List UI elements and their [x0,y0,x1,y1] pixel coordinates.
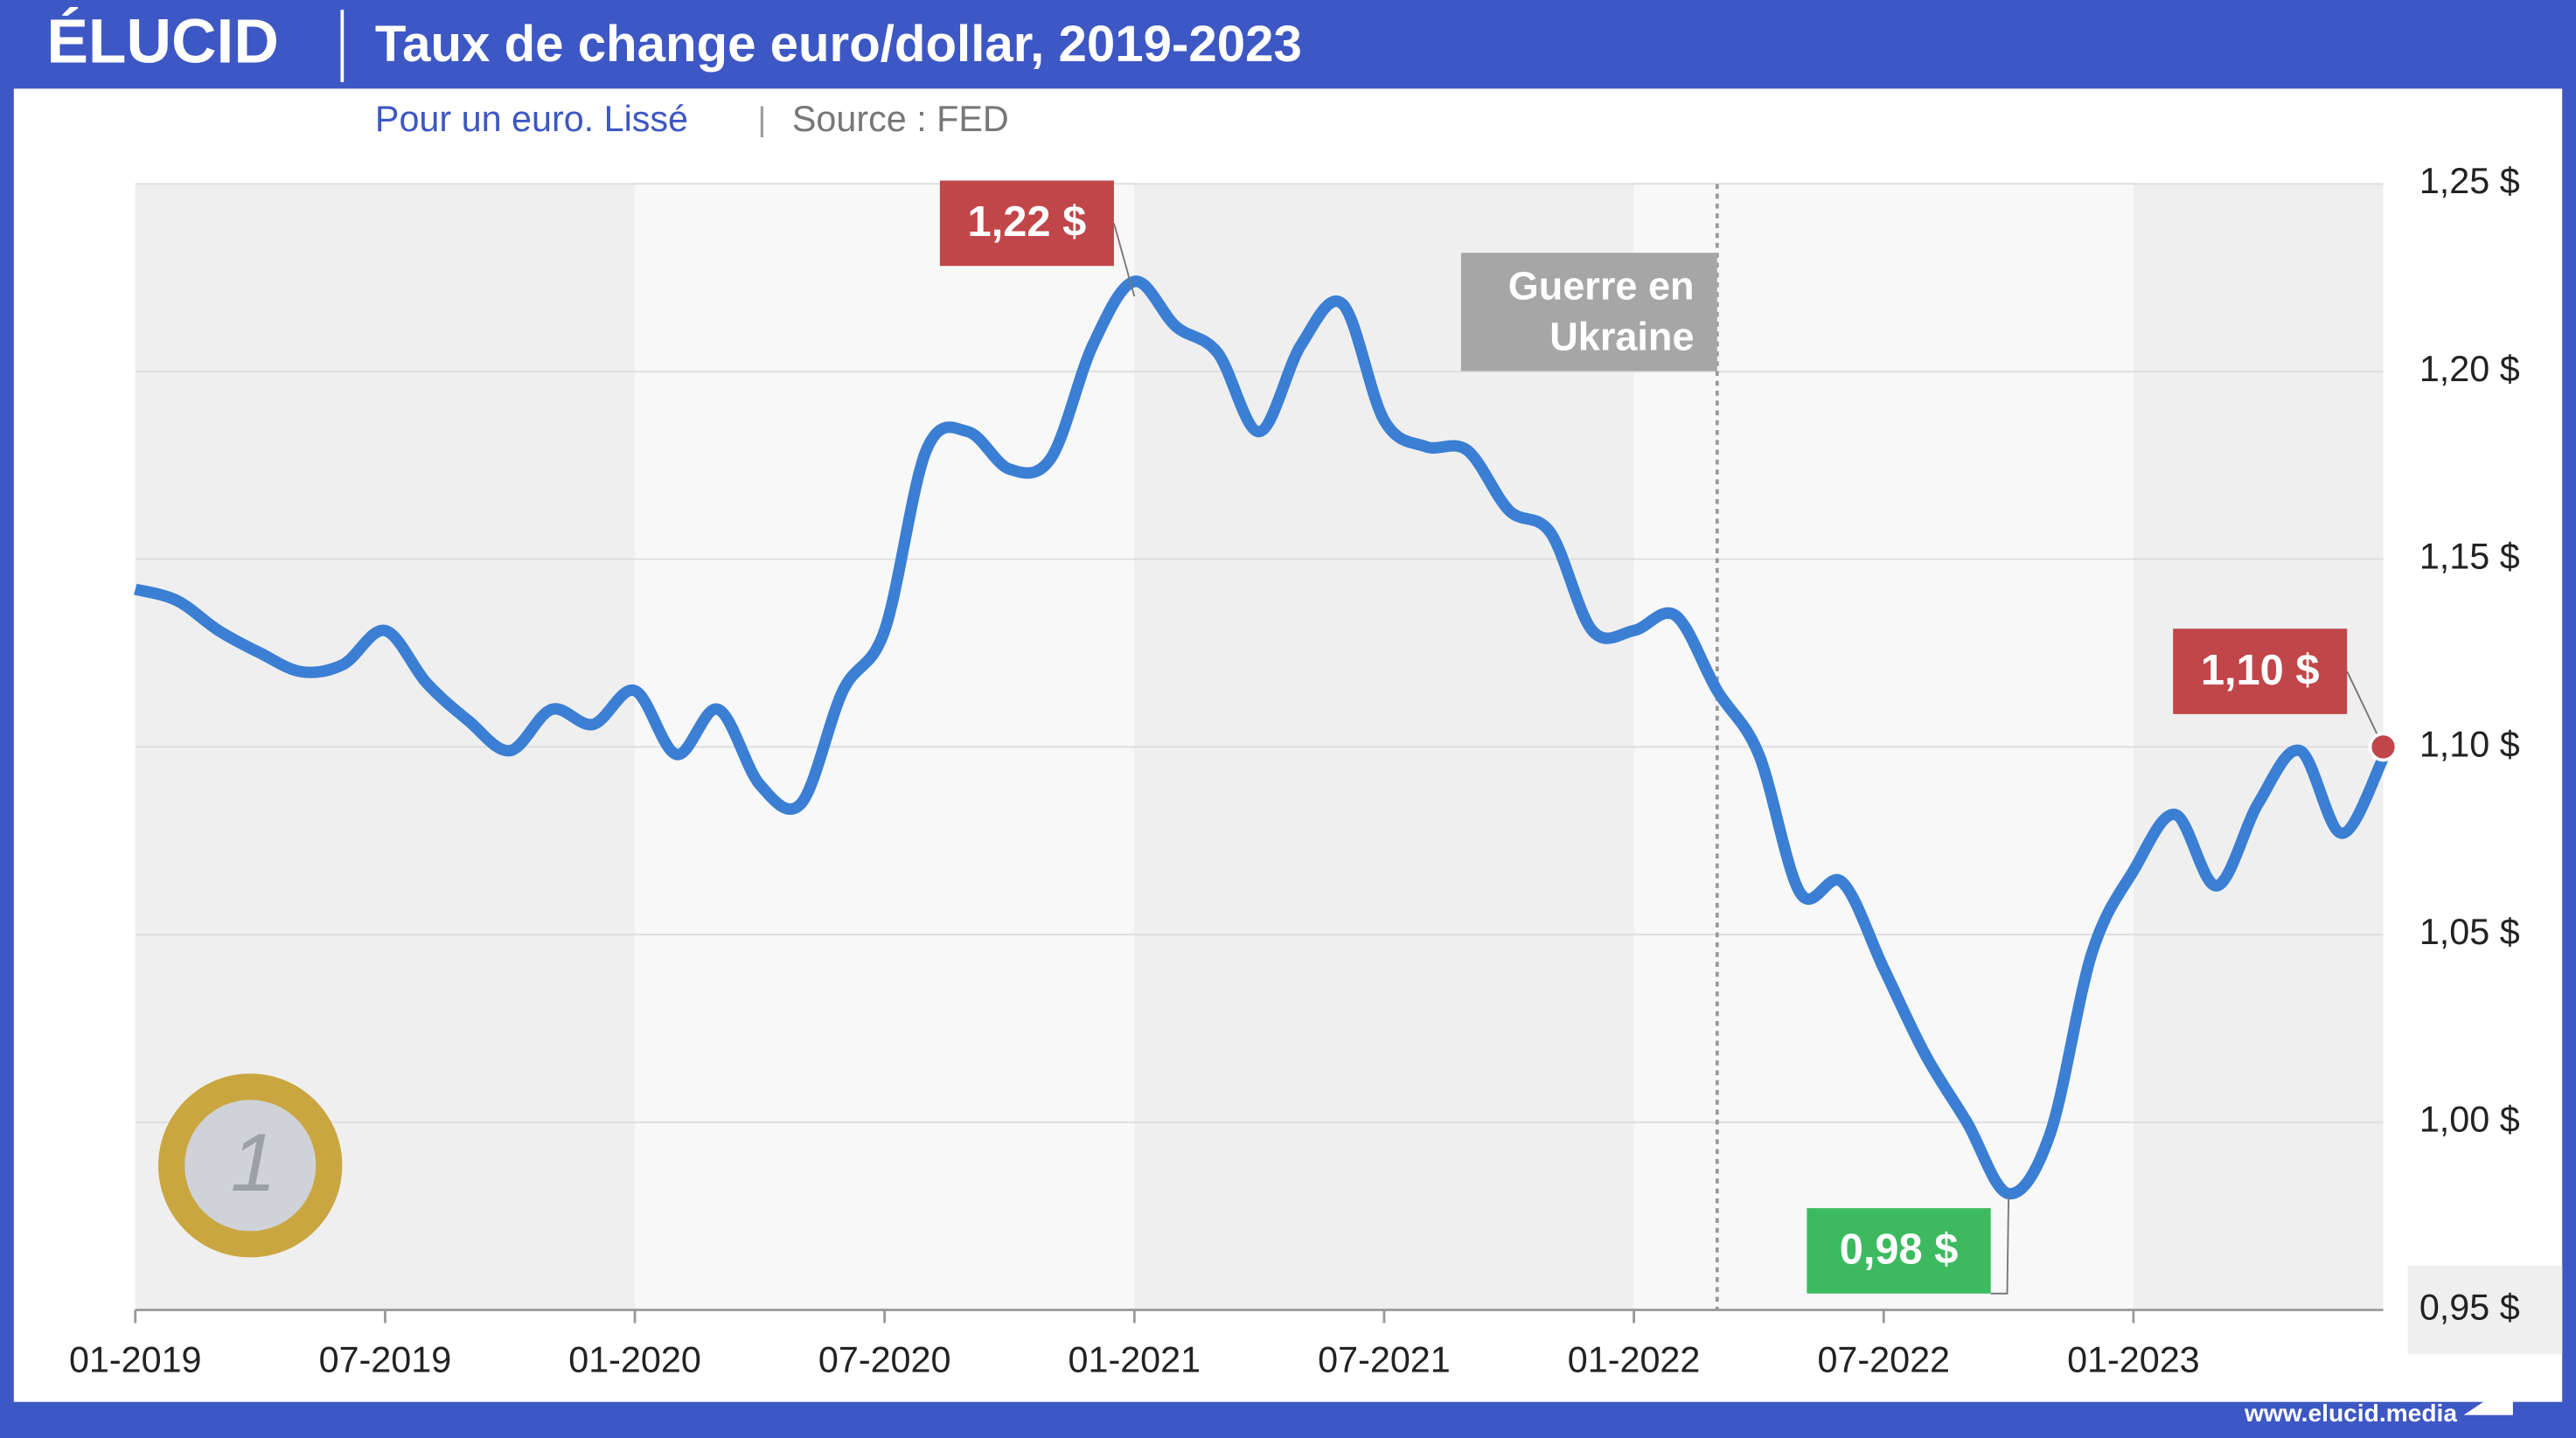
x-tick-label: 01-2021 [1069,1340,1201,1380]
x-tick-label: 01-2020 [568,1340,701,1380]
series-line [134,275,2389,1199]
subtitle: Pour un euro. Lissé [375,99,688,139]
annotation-leader [1990,1197,2010,1295]
annotation-box [2173,629,2348,714]
event-label: Ukraine [1549,315,1694,359]
source: Source : FED [792,99,1009,139]
annotation-label: 1,22 $ [968,198,1087,246]
event-label: Guerre en [1508,263,1695,308]
y-tick-label: 1,20 $ [2419,349,2520,389]
x-tick-label: 07-2019 [319,1340,452,1380]
y-tick-label: 0,95 $ [2419,1287,2520,1327]
separator-bar: | [757,101,766,137]
annotation-label: 1,10 $ [2201,647,2320,694]
plot: 0,95 $ 1,00 $ 1,05 $ 1,10 $ 1,15 $ 1,20 $ 1,25… [69,161,2563,1380]
x-tick-label: 07-2020 [818,1340,951,1380]
brand: ÉLUCID [46,6,279,76]
y-tick-label: 1,10 $ [2419,724,2520,764]
chart-title: Taux de change euro/dollar, 2019-2023 [375,16,1302,73]
annotation-label: 0,98 $ [1840,1226,1959,1274]
x-tick-label: 07-2021 [1318,1340,1451,1380]
x-tick-label: 01-2023 [2067,1340,2200,1380]
website: www.elucid.media [2244,1400,2457,1427]
event-box [1460,253,1717,372]
tick-label-box [2407,1265,2563,1355]
coin-center [184,1100,317,1232]
euro-coin: 1 [158,1073,343,1258]
x-tick-label: 07-2022 [1817,1340,1950,1380]
x-tick-label: 01-2022 [1568,1340,1701,1380]
y-tick-label: 1,15 $ [2419,537,2520,577]
coin-digit: 1 [231,1116,276,1208]
y-tick-label: 1,00 $ [2419,1100,2520,1140]
annotation-box [939,180,1114,267]
y-tick-label: 1,25 $ [2419,161,2520,201]
y-tick-label: 1,05 $ [2419,912,2520,952]
annotation-leader [1113,223,1136,297]
annotation-box [1807,1208,1991,1294]
x-tick-label: 01-2019 [69,1340,202,1380]
annotation-point [2368,732,2398,762]
